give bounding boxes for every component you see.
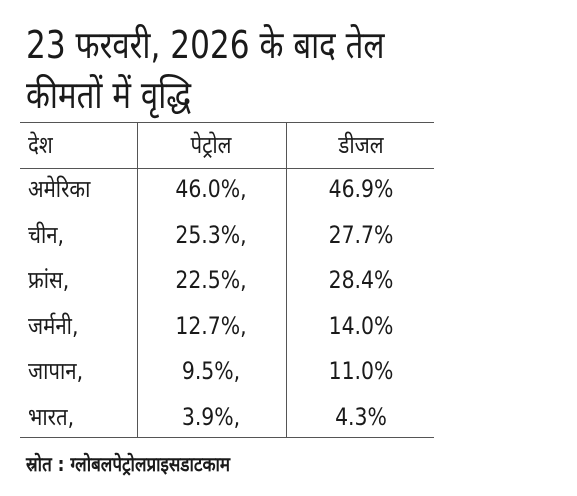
table-cell: अमेरिका xyxy=(28,175,91,203)
table-cell: 3.9%, xyxy=(181,402,241,431)
rule xyxy=(20,437,434,438)
column-rule xyxy=(137,122,138,437)
table-cell: जापान, xyxy=(28,357,84,385)
table-cell: 46.9% xyxy=(328,175,394,203)
rule xyxy=(20,168,434,169)
header-cell: डीजल xyxy=(338,131,384,159)
table-cell: 25.3%, xyxy=(175,220,247,249)
table-cell: भारत, xyxy=(28,402,75,431)
table-cell: जर्मनी, xyxy=(28,311,79,340)
table-cell: 46.0%, xyxy=(175,175,247,203)
table-cell: 22.5%, xyxy=(175,266,247,294)
table-cell: 11.0% xyxy=(328,357,394,385)
rule xyxy=(20,122,434,123)
header-cell: देश xyxy=(28,131,53,159)
table-cell: फ्रांस, xyxy=(28,266,70,294)
table-cell: 27.7% xyxy=(328,220,394,249)
table-cell: चीन, xyxy=(28,220,65,249)
table-cell: 4.3% xyxy=(335,402,387,431)
table-cell: 12.7%, xyxy=(175,311,247,340)
table-cell: 28.4% xyxy=(328,266,394,294)
header-cell: पेट्रोल xyxy=(190,131,232,159)
table-cell: 9.5%, xyxy=(181,357,241,385)
title-line: 23 फरवरी, 2026 के बाद तेल xyxy=(26,23,385,67)
source: स्रोत : ग्लोबलपेट्रोलप्राइसडाटकाम xyxy=(26,452,231,476)
column-rule xyxy=(286,122,287,437)
table-cell: 14.0% xyxy=(328,311,394,340)
title-line: कीमतों में वृद्धि xyxy=(26,73,192,117)
